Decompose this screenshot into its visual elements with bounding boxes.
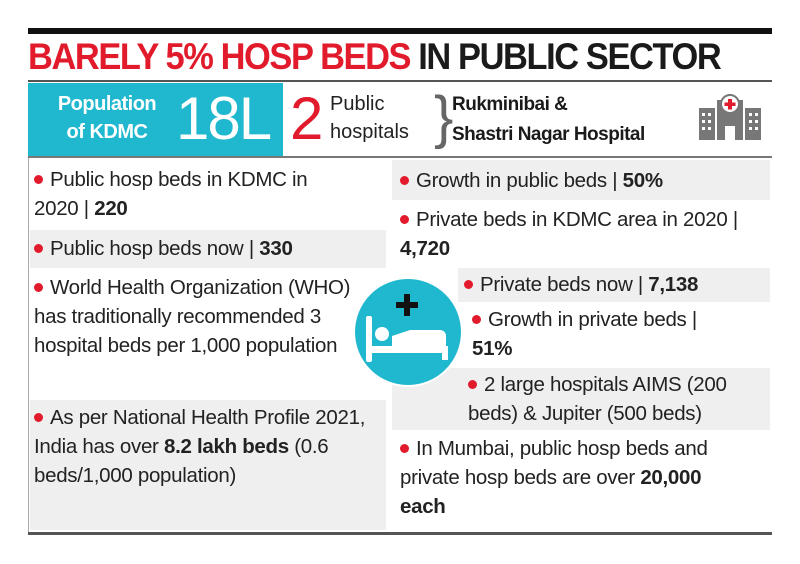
fact-item: Public hosp beds in KDMC in 2020 | 220 [34, 168, 308, 220]
fact-item: Private beds now | 7,138 [458, 268, 770, 302]
public-hospital-count: 2 [290, 85, 324, 152]
population-value: 18L [176, 85, 272, 152]
headline: BARELY 5% HOSP BEDS IN PUBLIC SECTOR [28, 36, 722, 77]
fact-item: In Mumbai, public hosp beds and private … [400, 437, 708, 518]
divider [28, 80, 772, 82]
public-hospitals-label: Public hospitals [330, 93, 409, 143]
population-panel [28, 83, 283, 156]
divider [28, 532, 772, 535]
hospital-names: Rukminibai & Shastri Nagar Hospital [452, 94, 645, 145]
divider [28, 158, 29, 532]
hospital-bed-icon [352, 276, 464, 393]
fact-item: 2 large hospitals AIMS (200 beds) & Jupi… [392, 368, 770, 430]
brace-icon: } [434, 85, 454, 150]
divider [28, 156, 772, 158]
fact-item: Growth in public beds | 50% [392, 160, 770, 200]
fact-item: World Health Organization (WHO) has trad… [34, 276, 351, 357]
fact-item: Private beds in KDMC area in 2020 | 4,72… [400, 208, 738, 260]
top-bar [28, 28, 772, 34]
hospital-building-icon [697, 94, 763, 145]
fact-item: Public hosp beds now | 330 [30, 230, 386, 268]
population-label: Population of KDMC [57, 93, 157, 143]
fact-item: Growth in private beds | 51% [472, 308, 697, 360]
fact-item: As per National Health Profile 2021, Ind… [30, 400, 386, 530]
